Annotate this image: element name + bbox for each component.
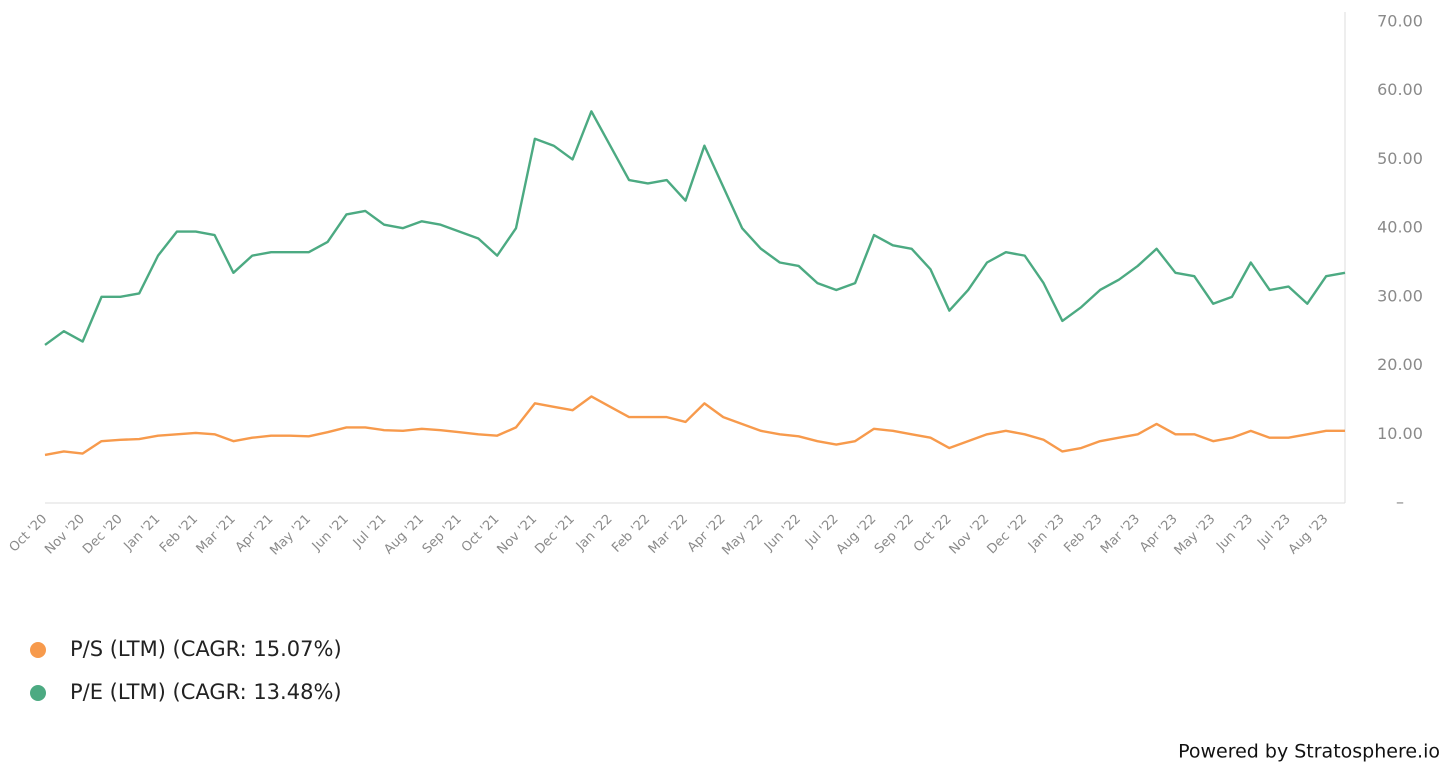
- y-tick-label: 70.00: [1377, 12, 1423, 31]
- x-tick-label: Feb '23: [1061, 512, 1105, 556]
- x-tick-label: Mar '21: [194, 512, 239, 557]
- x-tick-label: May '21: [267, 512, 314, 559]
- x-tick-label: Aug '23: [1286, 512, 1332, 558]
- x-tick-label: Jun '21: [309, 512, 352, 555]
- x-tick-label: Jan '21: [121, 512, 164, 555]
- y-tick-label: 40.00: [1377, 218, 1423, 237]
- x-tick-label: Jan '23: [1025, 512, 1068, 555]
- legend-label: P/E (LTM) (CAGR: 13.48%): [70, 680, 342, 704]
- footer: Powered by Stratosphere.io: [1178, 741, 1440, 763]
- x-tick-label: Jan '22: [573, 512, 616, 555]
- x-tick-label: Sep '22: [872, 512, 917, 557]
- y-tick-label: 30.00: [1377, 286, 1423, 305]
- x-tick-label: Jun '23: [1213, 512, 1256, 555]
- x-tick-label: Aug '22: [834, 512, 880, 558]
- x-tick-label: Feb '22: [609, 512, 653, 556]
- series-line: [44, 395, 1345, 457]
- x-tick-label: Sep '21: [420, 512, 465, 557]
- y-tick-label: 10.00: [1377, 424, 1423, 443]
- x-tick-label: Nov '22: [947, 512, 993, 558]
- x-tick-label: Nov '20: [42, 512, 88, 558]
- x-tick-label: Dec '21: [532, 512, 578, 558]
- y-tick-label: 60.00: [1377, 80, 1423, 99]
- y-tick-label: –: [1396, 493, 1404, 512]
- x-tick-label: Dec '22: [984, 512, 1030, 558]
- legend-marker: [30, 642, 46, 658]
- x-tick-label: Dec '20: [80, 512, 126, 558]
- x-tick-label: Feb '21: [157, 512, 201, 556]
- legend-marker: [30, 685, 46, 701]
- x-tick-label: Aug '21: [381, 512, 427, 558]
- y-tick-label: 20.00: [1377, 355, 1423, 374]
- y-tick-label: 50.00: [1377, 149, 1423, 168]
- x-tick-label: Mar '23: [1098, 512, 1143, 557]
- x-tick-label: Mar '22: [646, 512, 691, 557]
- x-tick-label: Nov '21: [494, 512, 540, 558]
- x-tick-label: Jun '22: [761, 512, 804, 555]
- series-line: [44, 110, 1346, 346]
- x-tick-label: May '22: [719, 512, 766, 559]
- x-tick-label: May '23: [1172, 512, 1219, 559]
- legend-label: P/S (LTM) (CAGR: 15.07%): [70, 637, 342, 661]
